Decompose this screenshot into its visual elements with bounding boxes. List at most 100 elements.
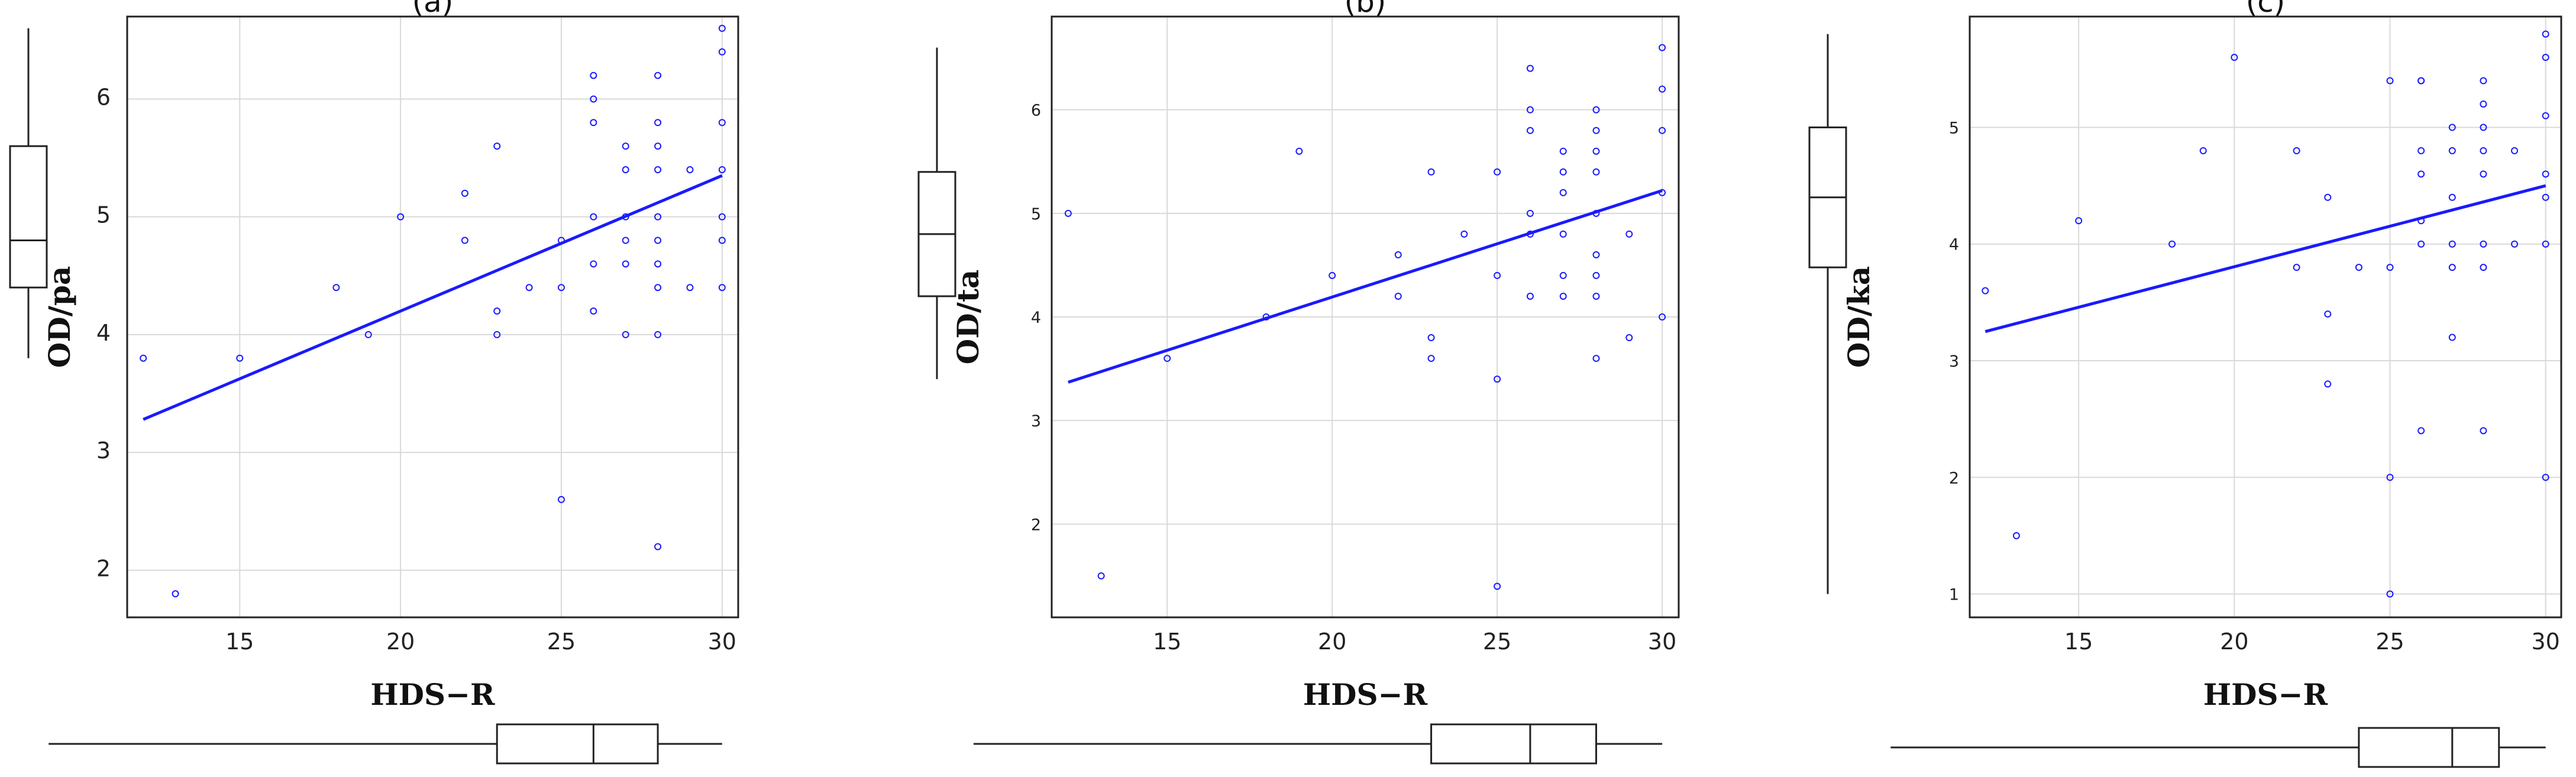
data-point <box>718 48 726 56</box>
data-point <box>654 284 662 292</box>
data-point <box>461 237 468 244</box>
data-point <box>1494 375 1501 383</box>
panel-title: (b) <box>1344 0 1386 19</box>
y-tick-label: 5 <box>1949 119 1959 137</box>
x-boxplot-box <box>496 723 659 765</box>
data-point <box>654 72 662 79</box>
data-point <box>2542 112 2549 119</box>
data-point <box>2511 147 2519 154</box>
data-point <box>2355 264 2362 271</box>
data-point <box>718 284 726 292</box>
data-point <box>1659 127 1666 134</box>
data-point <box>2542 240 2549 248</box>
data-point <box>2480 77 2487 85</box>
y-tick-label: 4 <box>1949 236 1959 254</box>
data-point <box>2448 124 2456 131</box>
data-point <box>332 284 340 292</box>
data-point <box>654 543 662 551</box>
data-point <box>493 331 501 338</box>
data-point <box>2448 147 2456 154</box>
data-point <box>1592 355 1600 362</box>
x-tick-label: 20 <box>386 629 415 655</box>
y-boxplot-box <box>9 145 48 289</box>
y-tick-label: 3 <box>1949 352 1959 371</box>
data-point <box>2324 193 2332 201</box>
data-point <box>1494 582 1501 590</box>
data-point <box>622 331 629 338</box>
x-tick-label: 20 <box>2220 629 2248 655</box>
data-point <box>654 260 662 268</box>
data-point <box>2511 240 2519 248</box>
data-point <box>718 166 726 173</box>
data-point <box>1625 230 1633 238</box>
data-point <box>622 166 629 173</box>
regression-line <box>1068 189 1663 384</box>
data-point <box>1427 168 1435 176</box>
data-point <box>2231 54 2238 61</box>
data-point <box>493 307 501 315</box>
data-point <box>1982 287 1989 294</box>
data-point <box>654 237 662 244</box>
data-point <box>2324 310 2332 318</box>
data-point <box>1592 127 1600 134</box>
data-point <box>2542 30 2549 38</box>
panel-title: (a) <box>412 0 454 19</box>
data-point <box>1329 271 1336 279</box>
data-point <box>2448 240 2456 248</box>
data-point <box>236 354 244 362</box>
y-tick-label: 5 <box>96 202 111 228</box>
y-axis-label: OD/pa <box>42 266 77 368</box>
data-point <box>2542 474 2549 481</box>
data-point <box>1592 106 1600 114</box>
data-point <box>1559 271 1567 279</box>
y-axis-label: OD/ka <box>1841 266 1876 368</box>
panel-0: (a) 15 20 25 30 2 3 4 5 6 HDS−R OD/pa <box>9 0 739 765</box>
data-point <box>590 119 597 127</box>
data-point <box>1427 334 1435 342</box>
y-tick-label: 4 <box>1031 309 1041 327</box>
x-tick-label: 25 <box>547 629 576 655</box>
data-point <box>718 119 726 127</box>
x-boxplot-box <box>1430 723 1598 765</box>
y-axis-label: OD/ta <box>951 270 985 365</box>
panel-2: (c) 15 20 25 30 1 2 3 4 5 HDS−R OD/ka <box>1808 0 2562 768</box>
data-point <box>1592 147 1600 155</box>
x-tick-label: 15 <box>1153 629 1181 655</box>
data-point <box>1494 271 1501 279</box>
data-point <box>493 143 501 150</box>
data-point <box>1494 168 1501 176</box>
data-point <box>1163 355 1171 362</box>
data-point <box>2075 217 2083 225</box>
data-point <box>718 24 726 32</box>
data-point <box>2448 334 2456 341</box>
data-point <box>1427 355 1435 362</box>
data-point <box>2324 380 2332 388</box>
data-point <box>2293 147 2300 154</box>
data-point <box>461 189 468 197</box>
data-point <box>686 284 694 292</box>
data-point <box>1559 230 1567 238</box>
data-point <box>2386 474 2394 481</box>
data-point <box>2293 264 2300 271</box>
y-tick-label: 2 <box>1031 516 1041 534</box>
data-point <box>2448 264 2456 271</box>
data-point <box>2417 240 2425 248</box>
y-tick-label: 2 <box>1949 469 1959 487</box>
data-point <box>1526 106 1534 114</box>
data-point <box>590 307 597 315</box>
data-point <box>172 590 179 598</box>
y-tick-label: 3 <box>1031 412 1041 430</box>
data-point <box>1460 230 1468 238</box>
data-point <box>686 166 694 173</box>
data-point <box>2480 170 2487 178</box>
data-point <box>2480 264 2487 271</box>
data-point <box>590 72 597 79</box>
data-point <box>654 166 662 173</box>
data-point <box>2480 100 2487 108</box>
data-point <box>2448 193 2456 201</box>
data-point <box>2480 124 2487 131</box>
data-point <box>1659 44 1666 51</box>
data-point <box>622 260 629 268</box>
data-point <box>718 237 726 244</box>
data-point <box>1526 209 1534 217</box>
